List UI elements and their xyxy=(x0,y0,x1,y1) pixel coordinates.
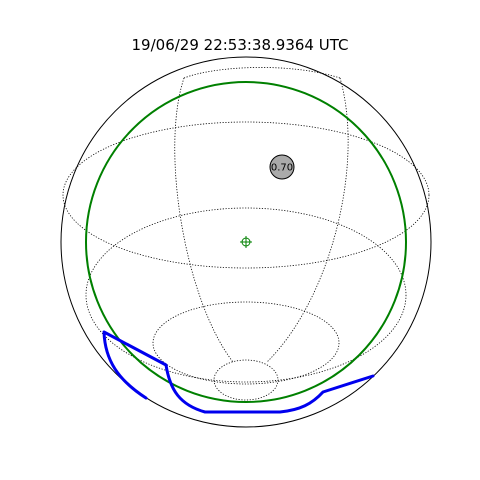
sphere-outline xyxy=(60,56,432,428)
meridian-arc-left xyxy=(174,77,234,363)
target-label: 0.70 xyxy=(271,163,293,174)
meridian-arc-right xyxy=(266,77,349,363)
target-marker: 0.70 xyxy=(269,154,295,180)
plot-title: 19/06/29 22:53:38.9364 UTC xyxy=(131,36,349,54)
latitude-circle-pole xyxy=(213,359,279,401)
fov-circle xyxy=(85,81,407,403)
latitude-circle-1 xyxy=(62,121,430,269)
ground-track xyxy=(102,330,375,414)
latitude-circle-2 xyxy=(85,207,407,383)
latitude-circle-3 xyxy=(152,301,340,385)
crosshair-icon xyxy=(240,236,252,248)
meridian-arc-top xyxy=(183,67,341,79)
